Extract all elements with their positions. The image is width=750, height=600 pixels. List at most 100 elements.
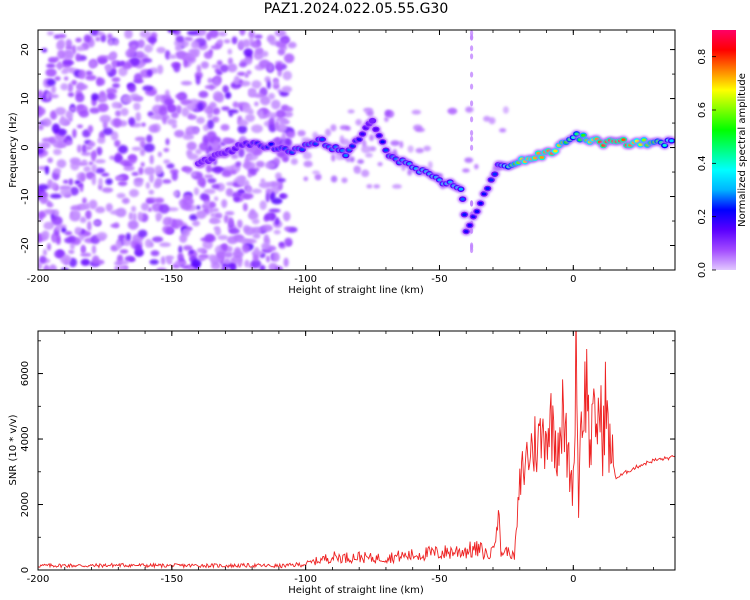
spectrogram-noise-cell bbox=[46, 78, 56, 86]
spectrogram-noise-cell bbox=[245, 238, 257, 244]
spectrogram-noise-cell bbox=[97, 103, 109, 113]
spectrogram-noise-cell bbox=[129, 57, 140, 67]
spectrogram-noise-cell bbox=[102, 127, 113, 136]
spectrogram-noise-cell bbox=[314, 173, 322, 181]
spectrogram-noise-cell bbox=[211, 207, 219, 213]
spectrogram-noise-cell bbox=[223, 258, 231, 265]
spectrogram-noise-cell bbox=[40, 191, 49, 199]
spectrogram-noise-cell bbox=[90, 30, 100, 37]
spectrogram-noise-cell bbox=[266, 80, 271, 90]
spectrogram-noise-cell bbox=[213, 226, 221, 231]
spectrogram-noise-cell bbox=[203, 188, 216, 195]
spectrogram-noise-cell bbox=[121, 197, 130, 204]
spectrogram-noise-cell bbox=[135, 111, 142, 122]
spectrogram-y-ticks: -20 -10 0 10 20 bbox=[20, 43, 675, 271]
spectrogram-noise-cell bbox=[222, 137, 231, 144]
spectrogram-noise-cell bbox=[464, 157, 474, 163]
spectrogram-noise-cell bbox=[273, 78, 279, 87]
spectrogram-noise-cell bbox=[68, 178, 74, 186]
spectrogram-noise-cell bbox=[96, 146, 103, 156]
spectrogram-noise-cell bbox=[207, 119, 215, 130]
snr-frame bbox=[37, 330, 676, 571]
spectrogram-y-tick-label: 10 bbox=[20, 92, 31, 105]
spectrogram-ridge-core bbox=[360, 132, 365, 136]
spectrogram-noise-cell bbox=[330, 124, 337, 132]
spectrogram-noise-cell bbox=[407, 145, 414, 153]
spectrogram-noise-cell bbox=[259, 264, 266, 270]
spectrogram-noise-cell bbox=[278, 241, 285, 247]
spectrogram-noise-cell bbox=[60, 188, 72, 197]
spectrogram-noise-cell bbox=[75, 45, 85, 52]
spectrogram-noise-cell bbox=[38, 184, 49, 191]
spectrogram-noise-cell bbox=[209, 217, 219, 224]
spectrogram-noise-cell bbox=[243, 48, 254, 57]
spectrogram-noise-cell bbox=[223, 39, 231, 44]
spectrogram-noise-cell bbox=[166, 118, 177, 126]
spectrogram-ridge-core bbox=[621, 138, 626, 142]
spectrogram-noise-cell bbox=[157, 64, 164, 75]
spectrogram-noise-cell bbox=[301, 137, 311, 142]
spectrogram-x-label: Height of straight line (km) bbox=[288, 285, 424, 296]
spectrogram-noise-cell bbox=[80, 244, 86, 255]
spectrogram-noise-cell bbox=[80, 151, 92, 156]
spectrogram-noise-cell bbox=[413, 124, 423, 131]
spectrogram-ridge-core bbox=[669, 139, 674, 143]
spectrogram-noise-cell bbox=[80, 258, 91, 266]
spectrogram-noise-cell bbox=[349, 156, 355, 163]
spectrogram-noise-cell bbox=[96, 93, 108, 103]
spectrogram-noise-cell bbox=[41, 137, 54, 143]
spectrogram-noise-cell bbox=[224, 251, 233, 258]
spectrogram-x-tick-label: 0 bbox=[570, 274, 576, 285]
spectrogram-noise-cell bbox=[146, 198, 155, 204]
spectrogram-noise-cell bbox=[88, 161, 94, 166]
spectrogram-noise-cell bbox=[252, 232, 261, 239]
spectrogram-noise-cell bbox=[192, 220, 201, 227]
spectrogram-noise-cell bbox=[284, 137, 292, 147]
spectrogram-noise-cell bbox=[279, 120, 285, 131]
spectrogram-noise-cell bbox=[47, 202, 54, 208]
spectrogram-noise-cell bbox=[77, 183, 83, 188]
spectrogram-frame bbox=[37, 29, 676, 271]
spectrogram-noise-cell bbox=[124, 30, 133, 39]
spectrogram-y-tick-label: 0 bbox=[20, 144, 31, 150]
spectrogram-noise-cell bbox=[373, 184, 381, 189]
spectrogram-noise-cell bbox=[78, 109, 90, 118]
spectrogram-noise-cell bbox=[212, 107, 221, 115]
spectrogram-noise-cell bbox=[196, 116, 205, 125]
spectrogram-noise-cell bbox=[68, 235, 76, 243]
spectrogram-noise-cell bbox=[264, 161, 277, 169]
spectrogram-noise-cell bbox=[105, 64, 112, 73]
spectrogram-noise-cell bbox=[283, 257, 289, 267]
spectrogram-noise-cell bbox=[357, 159, 365, 164]
spectrogram-noise-cell bbox=[258, 59, 271, 69]
spectrogram-noise-cell bbox=[68, 249, 75, 254]
spectrogram-noise-cell bbox=[45, 68, 57, 77]
spectrogram-noise-cell bbox=[70, 205, 82, 212]
spectrogram-noise-cell bbox=[182, 133, 195, 141]
spectrogram-noise-cell bbox=[274, 217, 280, 226]
spectrogram-noise-cell bbox=[57, 33, 67, 39]
spectrogram-noise-cell bbox=[87, 141, 96, 148]
spectrogram-ridge-core bbox=[383, 148, 389, 152]
spectrogram-noise-cell bbox=[275, 62, 282, 71]
spectrogram-noise-cell bbox=[227, 217, 234, 227]
spectrogram-noise-cell bbox=[148, 36, 157, 44]
spectrogram-noise-cell bbox=[469, 144, 474, 151]
spectrogram-noise-cell bbox=[112, 82, 120, 89]
spectrogram-noise-cell bbox=[164, 49, 171, 60]
spectrogram-noise-cell bbox=[46, 243, 52, 251]
spectrogram-ridge-core bbox=[553, 149, 558, 153]
spectrogram-noise-cell bbox=[146, 69, 153, 77]
spectrogram-noise-cell bbox=[251, 124, 263, 134]
spectrogram-noise-cell bbox=[42, 249, 47, 256]
spectrogram-noise-cell bbox=[210, 212, 216, 218]
spectrogram-noise-cell bbox=[212, 140, 220, 151]
spectrogram-noise-cell bbox=[50, 84, 57, 94]
spectrogram-noise-cell bbox=[159, 242, 171, 248]
spectrogram-noise-cell bbox=[462, 168, 470, 173]
spectrogram-noise-cell bbox=[158, 106, 168, 116]
spectrogram-noise-cell bbox=[324, 128, 332, 137]
spectrogram-noise-cell bbox=[135, 51, 145, 59]
spectrogram-noise-cell bbox=[43, 221, 55, 230]
spectrogram-ridge-core bbox=[462, 213, 467, 217]
